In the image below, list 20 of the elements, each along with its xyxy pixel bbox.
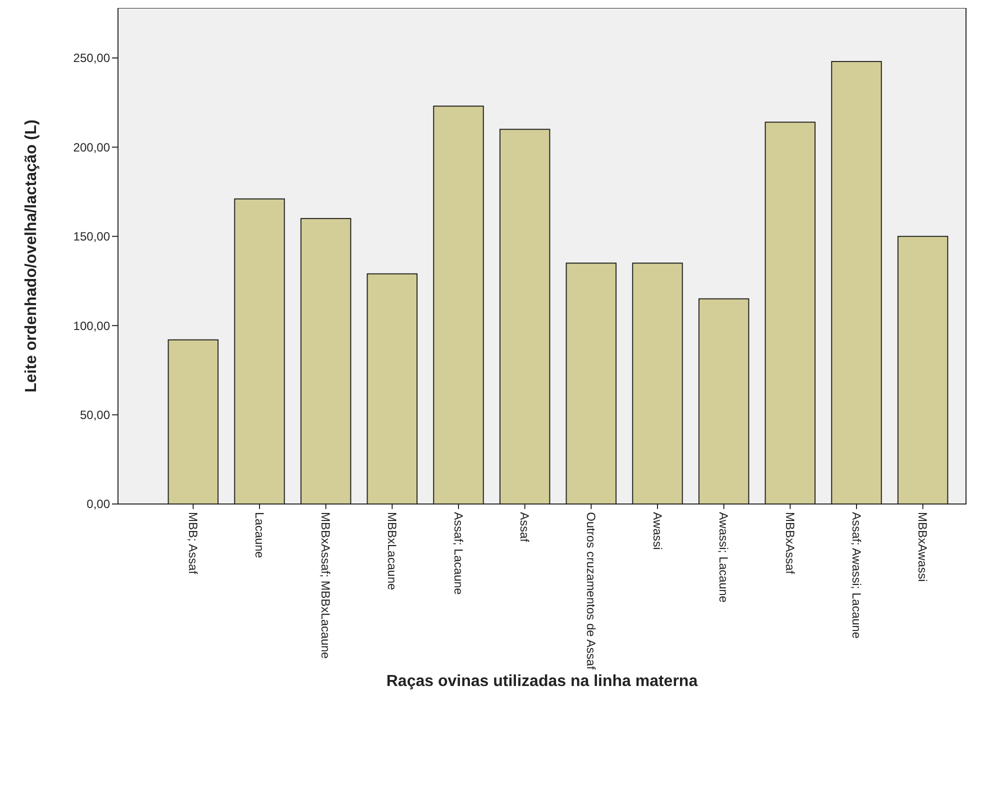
x-tick-label: Awassi [650, 512, 664, 550]
y-tick-label: 250,00 [73, 51, 110, 66]
y-tick-label: 100,00 [73, 318, 110, 333]
x-tick-label: MBBxLacaune [384, 512, 399, 590]
x-tick-label: MBBxAssaf [782, 512, 797, 575]
x-tick-label: Outros cruzamentos de Assaf [584, 512, 598, 670]
x-tick-label: Assaf; Lacaune [451, 512, 466, 596]
x-tick-label: MBBxAssaf; MBBxLacaune [318, 512, 333, 660]
y-tick-label: 0,00 [86, 497, 110, 512]
x-tick-label: Awassi; Lacaune [716, 512, 731, 603]
y-axis-title: Leite ordenhado/ovelha/lactação (L) [23, 120, 40, 392]
y-tick-label: 50,00 [80, 408, 110, 422]
x-axis-title: Raças ovinas utilizadas na linha materna [386, 673, 698, 690]
x-tick-label: MBB; Assaf [186, 512, 200, 575]
x-tick-label: Assaf [518, 512, 532, 543]
y-tick-label: 150,00 [73, 230, 110, 244]
x-tick-label: MBBxAwassi [916, 512, 930, 582]
x-tick-label: Assaf; Awassi; Lacaune [849, 512, 864, 639]
x-tick-label: Lacaune [252, 512, 266, 558]
y-tick-label: 200,00 [73, 140, 110, 154]
